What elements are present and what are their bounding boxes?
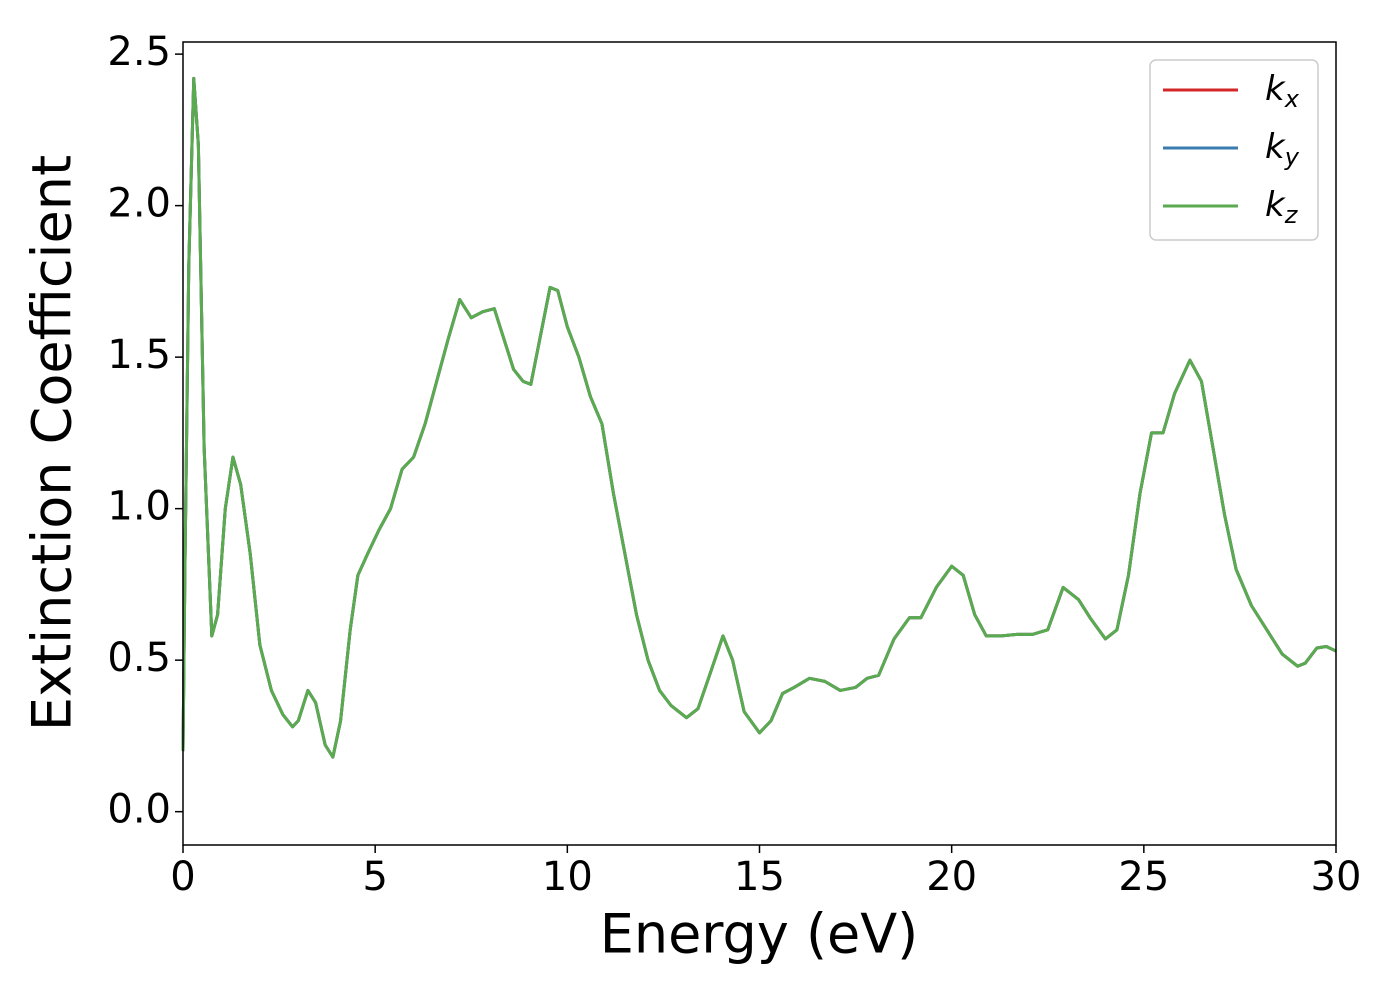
x-tick-label: 15 bbox=[734, 854, 785, 900]
y-axis-label: Extinction Coefficient bbox=[21, 155, 84, 731]
y-tick-label: 1.5 bbox=[107, 332, 171, 378]
legend-box bbox=[1149, 59, 1319, 241]
x-tick-label: 5 bbox=[362, 854, 387, 900]
y-tick-label: 2.0 bbox=[107, 181, 171, 227]
legend-label-sub: y bbox=[1284, 143, 1300, 171]
legend-label: kz bbox=[1265, 185, 1299, 230]
y-tick-label: 2.5 bbox=[107, 29, 171, 75]
legend-label-sub: z bbox=[1284, 201, 1299, 229]
x-tick-label: 30 bbox=[1311, 854, 1362, 900]
legend-label-main: k bbox=[1265, 127, 1286, 167]
x-tick-label: 25 bbox=[1118, 854, 1169, 900]
legend-label-main: k bbox=[1265, 185, 1286, 225]
y-tick-label: 0.0 bbox=[107, 787, 171, 833]
y-tick-label: 0.5 bbox=[107, 635, 171, 681]
x-tick-label: 0 bbox=[170, 854, 195, 900]
legend-label-main: k bbox=[1265, 69, 1286, 109]
x-tick-label: 10 bbox=[542, 854, 593, 900]
plot-frame bbox=[182, 41, 1337, 846]
x-axis-label: Energy (eV) bbox=[600, 903, 919, 966]
line bbox=[181, 76, 1337, 759]
legend-label: ky bbox=[1265, 127, 1300, 172]
y-tick-label: 1.0 bbox=[107, 484, 171, 530]
x-tick-label: 20 bbox=[926, 854, 977, 900]
legend-label: kx bbox=[1265, 69, 1300, 114]
legend-label-sub: x bbox=[1284, 85, 1300, 113]
